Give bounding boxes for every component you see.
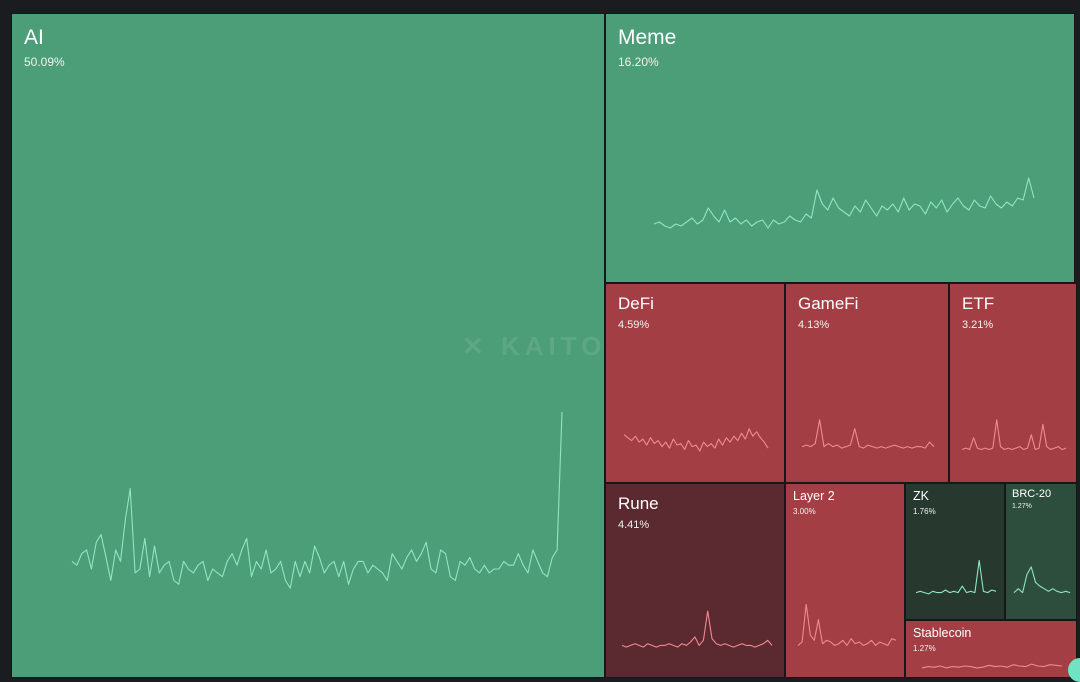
tile-share-rune: 4.41% [618,519,650,531]
tile-share-brc-20: 1.27% [1012,503,1032,510]
sparkline-zk [915,559,997,595]
treemap-tile-layer-2[interactable]: Layer 2 3.00% [785,483,905,678]
sparkline-series-stablecoin [921,663,1063,669]
treemap-tile-gamefi[interactable]: GameFi 4.13% [785,283,949,483]
treemap-tile-etf[interactable]: ETF 3.21% [949,283,1077,483]
sparkline-layer-2 [797,603,897,646]
scroll-indicator-dot[interactable] [1068,658,1080,682]
tile-share-ai: 50.09% [24,55,65,69]
sparkline-ai [71,411,563,589]
sparkline-etf [961,419,1067,451]
tile-name-layer-2: Layer 2 [793,489,835,503]
sparkline-stablecoin [921,663,1063,669]
treemap-tile-zk[interactable]: ZK 1.76% [905,483,1005,620]
tile-share-layer-2: 3.00% [793,507,816,516]
tile-share-defi: 4.59% [618,319,650,331]
tile-share-zk: 1.76% [913,507,936,516]
tile-share-stablecoin: 1.27% [913,644,936,653]
treemap-tile-defi[interactable]: DeFi 4.59% [605,283,785,483]
sparkline-series-meme [653,177,1035,229]
treemap-tile-ai[interactable]: AI 50.09% [11,13,605,678]
treemap-tile-rune[interactable]: Rune 4.41% [605,483,785,678]
treemap-tile-brc-20[interactable]: BRC-20 1.27% [1005,483,1077,620]
sparkline-series-etf [961,419,1067,451]
tile-name-brc-20: BRC-20 [1012,488,1052,500]
sparkline-series-layer-2 [797,603,897,646]
tile-name-etf: ETF [962,294,995,313]
sparkline-series-rune [621,610,773,648]
tile-name-meme: Meme [618,26,677,49]
tile-name-gamefi: GameFi [798,294,859,313]
sparkline-rune [621,610,773,648]
sparkline-defi [623,428,769,452]
tile-name-defi: DeFi [618,294,654,313]
tile-share-meme: 16.20% [618,55,659,69]
tile-name-stablecoin: Stablecoin [913,626,972,640]
sparkline-series-zk [915,559,997,595]
treemap-tile-stablecoin[interactable]: Stablecoin 1.27% [905,620,1077,678]
tile-name-zk: ZK [913,489,929,503]
sparkline-brc-20 [1013,566,1071,594]
tile-name-ai: AI [24,26,44,49]
sparkline-series-brc-20 [1013,566,1071,594]
sparkline-meme [653,177,1035,229]
tile-share-etf: 3.21% [962,319,994,331]
sparkline-gamefi [801,419,935,449]
sparkline-series-gamefi [801,419,935,449]
tile-share-gamefi: 4.13% [798,319,830,331]
tile-name-rune: Rune [618,494,659,513]
sparkline-series-defi [623,428,769,452]
sparkline-series-ai [71,411,563,589]
treemap-tile-meme[interactable]: Meme 16.20% [605,13,1075,283]
